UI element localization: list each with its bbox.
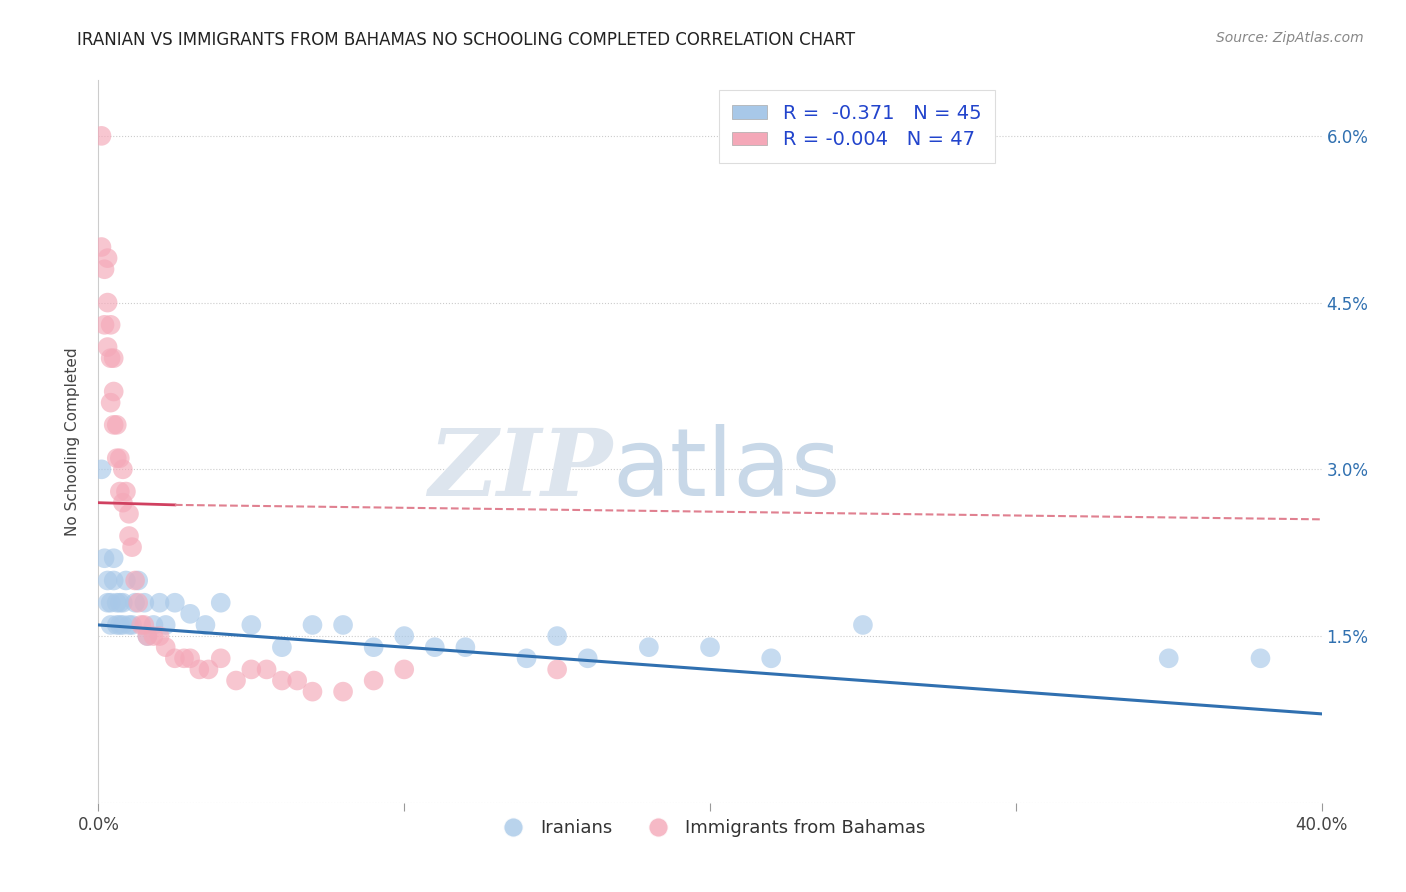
Text: ZIP: ZIP — [427, 425, 612, 516]
Point — [134, 596, 156, 610]
Point — [155, 618, 177, 632]
Point — [546, 629, 568, 643]
Point — [108, 618, 131, 632]
Point — [103, 551, 125, 566]
Point — [163, 651, 186, 665]
Point — [179, 651, 201, 665]
Point — [90, 128, 112, 143]
Point — [127, 596, 149, 610]
Point — [256, 662, 278, 676]
Point — [240, 618, 263, 632]
Point — [121, 540, 143, 554]
Point — [197, 662, 219, 676]
Point — [115, 484, 138, 499]
Point — [516, 651, 538, 665]
Point — [363, 673, 385, 688]
Point — [163, 596, 186, 610]
Point — [103, 384, 125, 399]
Point — [1157, 651, 1180, 665]
Point — [179, 607, 201, 621]
Point — [93, 262, 115, 277]
Point — [90, 462, 112, 476]
Point — [454, 640, 477, 655]
Point — [142, 618, 165, 632]
Point — [301, 618, 323, 632]
Point — [285, 673, 308, 688]
Point — [136, 629, 159, 643]
Point — [188, 662, 211, 676]
Point — [392, 629, 416, 643]
Point — [108, 596, 131, 610]
Point — [240, 662, 263, 676]
Point — [332, 684, 354, 698]
Point — [129, 618, 152, 632]
Point — [225, 673, 247, 688]
Point — [637, 640, 661, 655]
Point — [100, 318, 122, 332]
Point — [103, 574, 125, 588]
Point — [105, 596, 128, 610]
Point — [90, 240, 112, 254]
Point — [100, 395, 122, 409]
Point — [363, 640, 385, 655]
Point — [124, 596, 146, 610]
Point — [270, 673, 292, 688]
Point — [108, 451, 131, 466]
Point — [134, 618, 156, 632]
Point — [103, 351, 125, 366]
Point — [115, 574, 138, 588]
Point — [423, 640, 446, 655]
Point — [105, 417, 128, 432]
Point — [103, 417, 125, 432]
Point — [97, 574, 120, 588]
Point — [270, 640, 292, 655]
Point — [100, 596, 122, 610]
Point — [136, 629, 159, 643]
Legend: Iranians, Immigrants from Bahamas: Iranians, Immigrants from Bahamas — [488, 812, 932, 845]
Point — [124, 574, 146, 588]
Point — [111, 596, 134, 610]
Point — [301, 684, 323, 698]
Point — [118, 618, 141, 632]
Point — [209, 596, 232, 610]
Point — [149, 596, 172, 610]
Point — [194, 618, 217, 632]
Point — [100, 351, 122, 366]
Point — [97, 251, 120, 265]
Point — [105, 451, 128, 466]
Point — [108, 484, 131, 499]
Point — [100, 618, 122, 632]
Point — [149, 629, 172, 643]
Point — [1249, 651, 1271, 665]
Point — [97, 340, 120, 354]
Text: atlas: atlas — [612, 425, 841, 516]
Point — [111, 462, 134, 476]
Point — [332, 618, 354, 632]
Point — [852, 618, 875, 632]
Point — [111, 618, 134, 632]
Point — [111, 496, 134, 510]
Point — [576, 651, 599, 665]
Point — [142, 629, 165, 643]
Point — [173, 651, 195, 665]
Point — [97, 596, 120, 610]
Point — [759, 651, 782, 665]
Point — [118, 529, 141, 543]
Point — [699, 640, 721, 655]
Point — [127, 574, 149, 588]
Point — [546, 662, 568, 676]
Point — [155, 640, 177, 655]
Point — [209, 651, 232, 665]
Y-axis label: No Schooling Completed: No Schooling Completed — [65, 347, 80, 536]
Point — [93, 551, 115, 566]
Point — [392, 662, 416, 676]
Text: Source: ZipAtlas.com: Source: ZipAtlas.com — [1216, 31, 1364, 45]
Point — [118, 507, 141, 521]
Point — [93, 318, 115, 332]
Point — [105, 618, 128, 632]
Point — [121, 618, 143, 632]
Point — [97, 295, 120, 310]
Text: IRANIAN VS IMMIGRANTS FROM BAHAMAS NO SCHOOLING COMPLETED CORRELATION CHART: IRANIAN VS IMMIGRANTS FROM BAHAMAS NO SC… — [77, 31, 855, 49]
